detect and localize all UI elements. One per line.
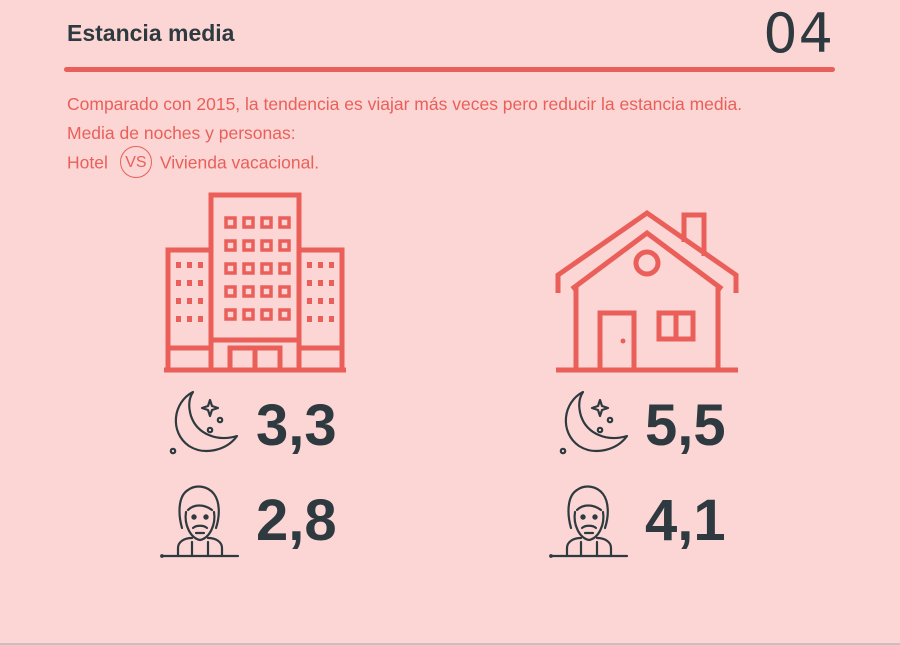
person-icon xyxy=(549,485,629,558)
moon-stars-icon xyxy=(169,390,239,455)
person-icon xyxy=(160,485,240,558)
vacation-persons-value: 4,1 xyxy=(645,488,726,553)
hotel-nights-value: 3,3 xyxy=(256,393,337,458)
hotel-building-icon xyxy=(164,192,346,373)
hotel-label: Hotel xyxy=(67,152,108,173)
header-title: Estancia media xyxy=(67,20,235,46)
intro-line-1: Comparado con 2015, la tendencia es viaj… xyxy=(67,94,743,114)
intro-line-2: Media de noches y personas: xyxy=(67,123,296,143)
vs-badge: VS xyxy=(119,146,152,178)
vacation-label: Vivienda vacacional. xyxy=(159,152,320,173)
page-number: 04 xyxy=(763,2,834,65)
header-rule xyxy=(64,67,835,72)
moon-stars-icon xyxy=(559,390,629,455)
house-icon xyxy=(555,209,739,373)
intro-line-3: Hotel VS Vivienda vacacional. xyxy=(67,146,742,180)
hotel-persons-value: 2,8 xyxy=(256,488,337,553)
vacation-nights-value: 5,5 xyxy=(645,393,726,458)
intro-text: Comparado con 2015, la tendencia es viaj… xyxy=(67,90,742,180)
bottom-divider xyxy=(0,643,900,645)
